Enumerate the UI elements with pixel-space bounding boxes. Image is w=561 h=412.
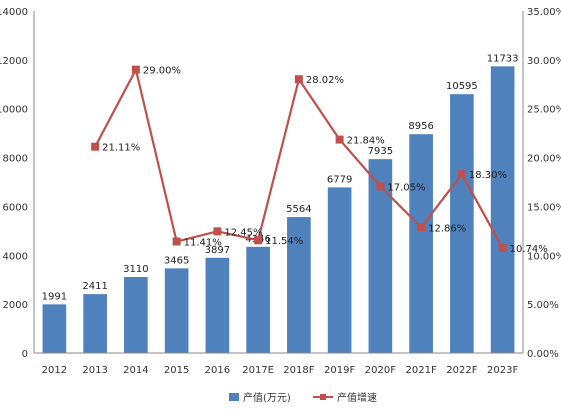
- legend-line-label: 产值增速: [337, 391, 377, 404]
- line-value-label: 11.54%: [265, 236, 303, 247]
- line-value-label: 18.30%: [469, 170, 507, 181]
- bar-value-label: 6779: [327, 174, 352, 185]
- line-value-label: 21.11%: [102, 143, 140, 154]
- left-tick-label: 6000: [3, 202, 28, 213]
- right-tick-label: 35.00%: [527, 7, 561, 18]
- line-point: [294, 75, 303, 84]
- x-tick-label: 2015: [164, 365, 189, 376]
- bar: [246, 246, 270, 353]
- line-point: [498, 244, 507, 253]
- line-point: [131, 65, 140, 74]
- right-tick-label: 25.00%: [527, 105, 561, 116]
- bar-value-label: 11733: [487, 53, 519, 64]
- left-y-axis: 0 2000 4000 6000 8000 10000 12000 14000: [0, 7, 35, 360]
- x-tick-label: 2019F: [324, 365, 355, 376]
- bar-value-label: 3465: [164, 255, 189, 266]
- line-value-label: 12.45%: [224, 227, 262, 238]
- x-tick-label: 2016: [205, 365, 230, 376]
- right-tick-label: 0.00%: [527, 349, 559, 360]
- bar: [409, 134, 433, 353]
- bar: [42, 304, 67, 353]
- bar-value-label: 7935: [368, 146, 393, 157]
- line-value-label: 21.84%: [347, 136, 385, 147]
- right-tick-label: 20.00%: [527, 154, 561, 165]
- bar-value-label: 8956: [408, 121, 433, 132]
- bar: [490, 66, 515, 353]
- x-tick-label: 2018F: [283, 365, 314, 376]
- line-point: [213, 227, 222, 236]
- bar-data-labels: 1991241131103465389743465564677979358956…: [42, 53, 519, 302]
- x-tick-label: 2020F: [365, 365, 396, 376]
- right-tick-label: 30.00%: [527, 56, 561, 67]
- left-tick-label: 12000: [0, 56, 28, 67]
- bar-value-label: 3897: [205, 245, 230, 256]
- bar-value-label: 2411: [82, 281, 107, 292]
- x-tick-label: 2014: [123, 365, 148, 376]
- bar: [205, 257, 230, 353]
- x-tick-label: 2012: [42, 365, 67, 376]
- x-tick-label: 2021F: [406, 365, 437, 376]
- left-tick-label: 2000: [3, 300, 28, 311]
- bar: [83, 294, 107, 353]
- x-axis: 2012 2013 2014 2015 2016 2017E 2018F 2019F 2020F…: [34, 352, 523, 376]
- line-value-label: 12.86%: [428, 223, 466, 234]
- bar: [164, 268, 189, 353]
- legend-item-bar[interactable]: 产值(万元): [229, 391, 291, 404]
- left-tick-label: 4000: [3, 251, 28, 262]
- line-point: [254, 236, 263, 245]
- legend-bar-swatch: [229, 393, 239, 401]
- line-point: [417, 223, 426, 232]
- x-tick-label: 2022F: [446, 365, 477, 376]
- left-tick-label: 14000: [0, 7, 28, 18]
- bar-value-label: 3110: [123, 264, 148, 275]
- line-value-label: 10.74%: [510, 244, 548, 255]
- line-data-labels: 21.11% 29.00% 11.41%12.45%11.54% 28.02% 21.8…: [102, 66, 548, 255]
- bar-value-label: 1991: [42, 291, 67, 302]
- bar-value-label: 5564: [286, 204, 311, 215]
- legend[interactable]: 产值(万元) 产值增速: [229, 391, 377, 404]
- bar: [368, 159, 393, 353]
- line-point: [91, 142, 100, 151]
- line-point: [457, 170, 466, 179]
- legend-line-marker: [320, 394, 326, 400]
- x-tick-label: 2013: [82, 365, 107, 376]
- line-point: [172, 237, 181, 246]
- bar: [287, 217, 311, 353]
- left-tick-label: 8000: [3, 154, 28, 165]
- left-tick-label: 10000: [0, 105, 28, 116]
- line-value-label: 17.05%: [387, 182, 425, 193]
- line-point: [376, 182, 385, 191]
- x-tick-label: 2017E: [242, 365, 274, 376]
- legend-item-line[interactable]: 产值增速: [313, 391, 377, 404]
- line-value-label: 28.02%: [306, 75, 344, 86]
- right-tick-label: 15.00%: [527, 202, 561, 213]
- right-y-axis: 0.00% 5.00% 10.00% 15.00% 20.00% 25.00% 30.00%…: [522, 7, 561, 360]
- bar: [327, 187, 352, 353]
- bar-series: [42, 66, 515, 353]
- left-tick-label: 0: [22, 349, 28, 360]
- line-value-label: 11.41%: [184, 238, 222, 249]
- legend-bar-label: 产值(万元): [243, 391, 291, 404]
- line-point: [335, 135, 344, 144]
- right-tick-label: 10.00%: [527, 251, 561, 262]
- bar: [450, 94, 474, 353]
- line-series: [91, 65, 507, 253]
- x-tick-label: 2023F: [487, 365, 518, 376]
- line-value-label: 29.00%: [143, 66, 181, 77]
- bar-value-label: 10595: [446, 81, 478, 92]
- bar: [124, 277, 148, 353]
- right-tick-label: 5.00%: [527, 300, 559, 311]
